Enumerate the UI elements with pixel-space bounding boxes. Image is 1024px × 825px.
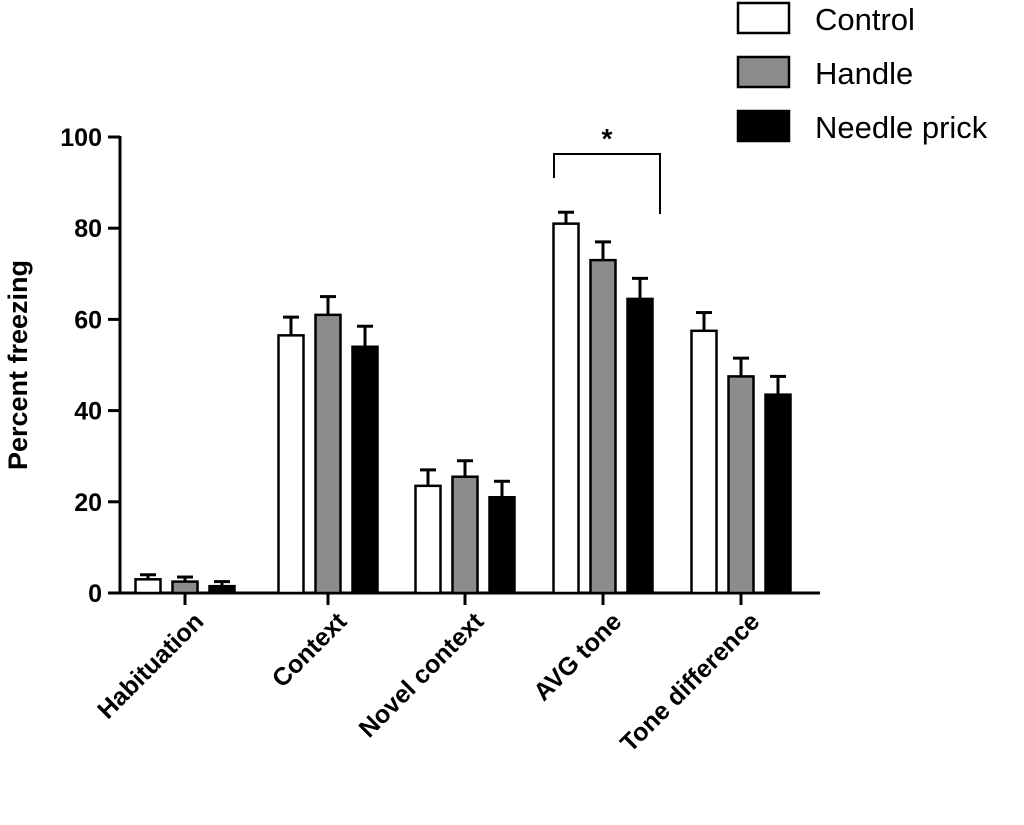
bar	[589, 258, 617, 595]
y-tick-label: 80	[74, 215, 102, 243]
bar	[451, 475, 479, 595]
legend-swatch	[736, 109, 791, 143]
legend-label: Handle	[815, 56, 913, 91]
bar	[626, 297, 654, 595]
bar	[208, 584, 236, 595]
significance-label: *	[602, 123, 613, 154]
bar	[727, 375, 755, 595]
bar	[277, 334, 305, 595]
bar	[314, 313, 342, 595]
bar	[690, 329, 718, 595]
y-axis-title: Percent freezing	[3, 260, 33, 470]
x-tick-label: AVG tone	[528, 607, 627, 706]
bar	[171, 580, 199, 595]
bar	[351, 345, 379, 595]
legend-swatch	[736, 55, 791, 89]
legend-label: Control	[815, 2, 915, 37]
y-tick-label: 20	[74, 489, 102, 517]
bars	[134, 210, 792, 595]
x-tick-label: Tone difference	[615, 607, 765, 757]
bracket-line	[553, 153, 661, 214]
y-tick-label: 40	[74, 398, 102, 426]
legend: Control Handle Needle prick	[736, 1, 988, 145]
bar	[552, 222, 580, 595]
bar	[414, 484, 442, 595]
y-tick-label: 0	[88, 580, 102, 608]
significance-bracket: *	[553, 123, 661, 214]
bar	[488, 495, 516, 595]
x-tick-label: Context	[267, 607, 353, 693]
legend-label: Needle prick	[815, 110, 988, 145]
y-tick-label: 100	[60, 124, 102, 152]
bar	[134, 578, 162, 595]
legend-swatch	[736, 1, 791, 35]
x-tick-label: Novel context	[354, 607, 490, 743]
y-tick-label: 60	[74, 306, 102, 334]
bar	[764, 393, 792, 595]
x-tick-label: Habituation	[92, 607, 209, 724]
